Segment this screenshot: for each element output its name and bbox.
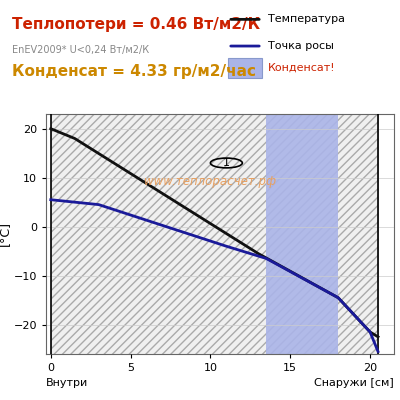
Bar [228, 58, 262, 78]
Text: Снаружи [см]: Снаружи [см] [314, 378, 394, 388]
Text: Конденсат = 4.33 гр/м2/час: Конденсат = 4.33 гр/м2/час [12, 64, 256, 78]
Text: Внутри: Внутри [46, 378, 88, 388]
Text: EnEV2009* U<0,24 Вт/м2/К: EnEV2009* U<0,24 Вт/м2/К [12, 45, 149, 55]
Text: www.теплорасчет.рф: www.теплорасчет.рф [144, 175, 276, 188]
Y-axis label: [°C]: [°C] [0, 222, 11, 246]
Text: Температура: Температура [268, 14, 345, 24]
Text: Теплопотери = 0.46 Вт/м2/К: Теплопотери = 0.46 Вт/м2/К [12, 17, 260, 32]
Text: Конденсат!: Конденсат! [268, 63, 336, 73]
Text: 1: 1 [223, 158, 230, 168]
Text: Точка росы: Точка росы [268, 41, 334, 51]
Bar [266, 114, 338, 354]
